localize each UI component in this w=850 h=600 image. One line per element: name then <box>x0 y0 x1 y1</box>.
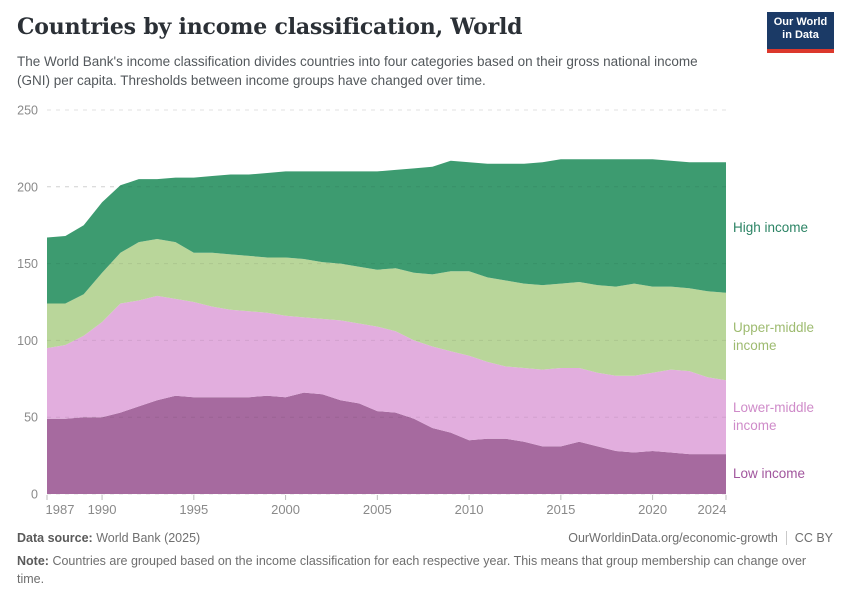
page-title: Countries by income classification, Worl… <box>17 14 523 40</box>
y-axis-label-150: 150 <box>17 257 38 271</box>
legend-high-income[interactable]: High income <box>733 219 809 235</box>
x-axis-label-2010: 2010 <box>455 502 484 517</box>
y-axis-label-250: 250 <box>17 104 38 118</box>
x-axis-label-2015: 2015 <box>546 502 575 517</box>
separator-bar <box>785 531 787 545</box>
y-axis-label-0: 0 <box>31 488 38 502</box>
legend-low-income[interactable]: Low income <box>733 466 806 482</box>
data-source-value: World Bank (2025) <box>96 531 201 545</box>
data-source: Data source: World Bank (2025) <box>17 531 200 545</box>
area-lower-middle-income[interactable] <box>47 295 726 455</box>
y-axis-label-100: 100 <box>17 334 38 348</box>
x-axis-label-1995: 1995 <box>179 502 208 517</box>
owid-logo[interactable]: Our World in Data <box>767 12 834 53</box>
x-axis-label-1987: 1987 <box>46 502 75 517</box>
x-axis-label-2024: 2024 <box>698 502 727 517</box>
legend-lower-middle-income[interactable]: Lower-middle income <box>733 400 815 434</box>
x-axis-label-2005: 2005 <box>363 502 392 517</box>
legend-upper-middle-income[interactable]: Upper-middle income <box>733 319 815 353</box>
chart-subtitle: The World Bank's income classification d… <box>17 54 698 89</box>
x-axis-label-2000: 2000 <box>271 502 300 517</box>
owid-logo-line2: in Data <box>782 29 819 41</box>
x-axis-label-2020: 2020 <box>638 502 667 517</box>
x-axis-label-1990: 1990 <box>88 502 117 517</box>
chart-note: Note: Countries are grouped based on the… <box>17 552 827 588</box>
note-label: Note: <box>17 554 49 568</box>
area-upper-middle-income[interactable] <box>47 239 726 381</box>
owid-article-link[interactable]: OurWorldinData.org/economic-growth <box>568 531 778 545</box>
y-axis-label-50: 50 <box>24 411 38 425</box>
data-source-label: Data source: <box>17 531 93 545</box>
y-axis-label-200: 200 <box>17 180 38 194</box>
area-low-income[interactable] <box>47 392 726 494</box>
footer: Data source: World Bank (2025) OurWorldi… <box>17 531 833 588</box>
note-text: Countries are grouped based on the incom… <box>17 554 807 587</box>
license-link[interactable]: CC BY <box>794 531 833 545</box>
area-high-income[interactable] <box>47 159 726 304</box>
owid-logo-line1: Our World <box>773 16 828 28</box>
